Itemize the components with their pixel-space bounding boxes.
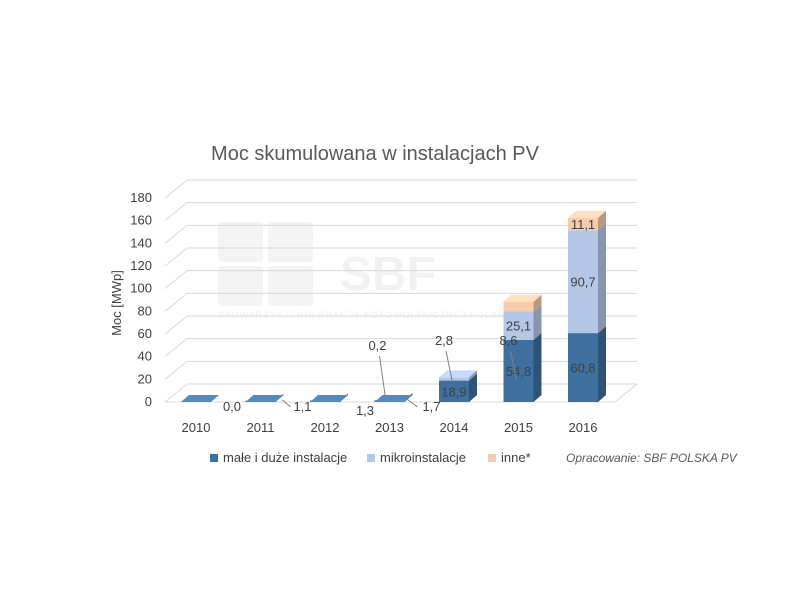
bar-top	[310, 395, 348, 402]
x-tick-label: 2011	[247, 420, 275, 435]
label-leader	[405, 397, 418, 408]
y-tick-label: 80	[138, 303, 152, 318]
data-label: 25,1	[506, 319, 531, 334]
bar-segment-side	[469, 370, 477, 381]
x-tick-label: 2015	[504, 420, 533, 435]
y-tick-label: 120	[130, 258, 152, 273]
gridline	[164, 360, 637, 380]
bar-segment	[503, 311, 534, 340]
gridline	[164, 247, 637, 267]
gridline	[164, 202, 637, 222]
x-tick-label: 2010	[182, 420, 211, 435]
bar-top	[439, 370, 477, 378]
x-axis-ticks: 2010 2011 2012 2013 2014 2015 2016	[182, 420, 598, 435]
legend-label: małe i duże instalacje	[223, 450, 347, 465]
watermark-square	[268, 266, 313, 306]
x-tick-label: 2012	[311, 420, 340, 435]
data-label: 18,9	[441, 384, 466, 399]
bar-segment	[568, 230, 598, 334]
bar-segment	[503, 301, 534, 312]
watermark-subtext: STOWARZYSZENIE BRANŻY FOTOWOLTAICZNEJ PO…	[218, 310, 529, 320]
label-leader	[282, 399, 291, 408]
bar-segment	[568, 333, 598, 402]
gridline	[164, 224, 637, 244]
bar-top	[503, 294, 542, 302]
data-label: 0,2	[368, 338, 386, 353]
data-label: 1,3	[356, 403, 374, 418]
bar-top	[374, 395, 413, 402]
y-tick-label: 20	[138, 371, 152, 386]
bar-segment-side	[533, 332, 542, 402]
watermark: SBF STOWARZYSZENIE BRANŻY FOTOWOLTAICZNEJ…	[218, 222, 529, 320]
watermark-square	[218, 222, 263, 262]
gridline	[164, 179, 637, 199]
gridline	[164, 315, 637, 335]
bar-segment	[503, 339, 534, 402]
legend-label: inne*	[501, 450, 531, 465]
label-leader	[445, 350, 453, 381]
bar-segment	[568, 217, 598, 231]
bar-segment-side	[598, 326, 606, 402]
bar-top	[181, 395, 219, 402]
y-tick-label: 160	[130, 213, 152, 228]
data-label: 0,0	[223, 399, 241, 414]
legend-label: mikroinstalacje	[380, 450, 466, 465]
x-tick-label: 2014	[440, 420, 469, 435]
legend-swatch	[488, 454, 496, 462]
y-axis-label: Moc [MWp]	[109, 270, 124, 336]
y-tick-label: 40	[138, 349, 152, 364]
bar-segment-side	[598, 210, 606, 231]
data-label: 11,1	[571, 217, 595, 232]
watermark-square	[218, 266, 263, 306]
gridline	[164, 383, 637, 403]
y-tick-label: 100	[130, 281, 152, 296]
watermark-square	[268, 222, 313, 262]
bar-top	[245, 395, 284, 402]
gridlines	[164, 179, 638, 403]
label-leader	[510, 350, 517, 381]
x-tick-label: 2013	[375, 420, 404, 435]
bars: 0,0 1,1 1,3 1,7 0,2 18,9 2,8 54,8 25,18,6 60,8 90,…	[181, 210, 606, 418]
data-label: 54,8	[506, 364, 531, 379]
watermark-text: SBF	[340, 248, 436, 301]
legend-swatch	[367, 454, 375, 462]
x-tick-label: 2016	[569, 420, 598, 435]
source-note: Opracowanie: SBF POLSKA PV	[566, 451, 738, 465]
chart-title: Moc skumulowana w instalacjach PV	[211, 143, 540, 165]
data-label: 8,6	[499, 333, 517, 348]
gridline	[164, 338, 637, 358]
legend: małe i duże instalacje mikroinstalacje inn…	[210, 450, 531, 465]
data-label: 60,8	[570, 361, 595, 376]
bar-segment-side	[533, 294, 542, 312]
y-axis-ticks: 0 20 40 60 80 100 120 140 160 180	[130, 190, 152, 409]
data-label: 90,7	[570, 275, 595, 290]
bar-segment	[439, 380, 469, 402]
y-tick-label: 0	[145, 394, 152, 409]
gridline	[164, 292, 637, 312]
y-tick-label: 60	[138, 326, 152, 341]
legend-swatch	[210, 454, 218, 462]
bar-segment	[439, 377, 469, 381]
bar-segment-side	[469, 373, 477, 402]
y-tick-label: 140	[130, 235, 152, 250]
label-leader	[379, 355, 386, 399]
data-label: 1,1	[293, 399, 311, 414]
bar-segment-side	[598, 223, 606, 334]
gridline	[164, 270, 637, 290]
bar-top	[568, 210, 606, 218]
data-label: 1,7	[422, 399, 440, 414]
y-tick-label: 180	[130, 190, 152, 205]
bar-segment-side	[533, 304, 542, 340]
data-label: 2,8	[435, 333, 453, 348]
floor-side-edge	[614, 383, 638, 403]
